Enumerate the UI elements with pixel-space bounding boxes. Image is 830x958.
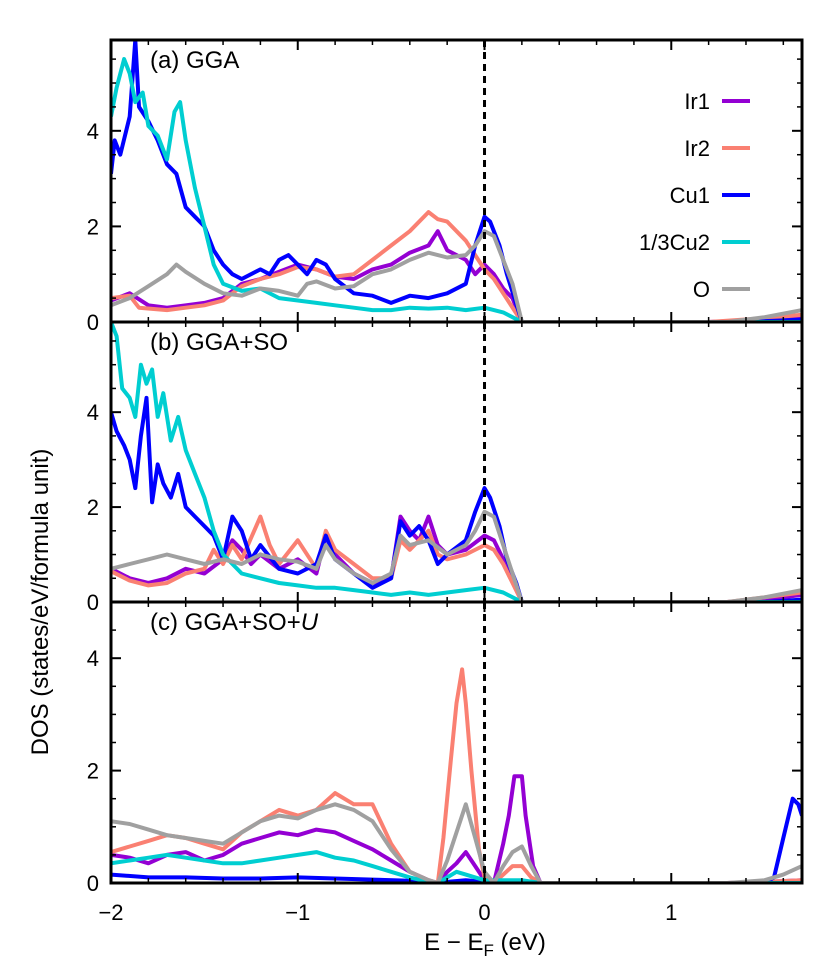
legend-label: O [693, 277, 710, 302]
panel-2-series [111, 322, 802, 602]
series-line-o [111, 802, 802, 883]
y-tick-label: 2 [87, 759, 99, 784]
series-line-1-3cu2 [111, 850, 802, 883]
series-line-ir2 [111, 667, 802, 883]
x-tick-label: 1 [665, 900, 677, 925]
series-line-ir1 [111, 229, 802, 322]
y-tick-label: 0 [87, 871, 99, 896]
x-tick-label: −2 [98, 900, 123, 925]
x-axis-title-subscript: F [483, 941, 493, 958]
panel-2 [111, 322, 802, 602]
legend-label: Cu1 [670, 183, 710, 208]
series-line-1-3cu2 [111, 322, 802, 602]
y-tick-label: 0 [87, 310, 99, 335]
panel-1-series [111, 40, 802, 322]
y-tick-label: 2 [87, 495, 99, 520]
y-axis-title: DOS (states/eV/formula unit) [27, 449, 54, 756]
legend-label: Ir1 [684, 89, 710, 114]
legend: Ir1 Ir2 Cu1 1/3Cu2 O [639, 89, 750, 302]
series-line-o [111, 229, 802, 322]
panel-label-italic: U [301, 609, 319, 636]
panel-1 [111, 40, 802, 322]
panel-label: (b) GGA+SO [150, 329, 288, 356]
panel-label-text: (c) GGA+SO+ [150, 609, 301, 636]
series-line-ir2 [111, 210, 802, 322]
series-line-cu1 [111, 40, 802, 322]
x-tick-label: −1 [285, 900, 310, 925]
frame-group: 0 2 4 (a) GGA 0 2 4 (b) GGA+SO 0 2 4 (c) GGA+SO+U −2… [87, 38, 804, 925]
x-axis-title-unit: (eV) [494, 929, 546, 956]
panel-3 [111, 602, 802, 883]
plot-frame [109, 38, 804, 885]
y-tick-label: 0 [87, 590, 99, 615]
panel-label: (c) GGA+SO+U [150, 609, 319, 636]
panel-3-series [111, 667, 802, 883]
x-axis-title-main: E − E [424, 929, 483, 956]
y-tick-label: 4 [87, 400, 99, 425]
panel-label-text: (b) GGA+SO [150, 329, 288, 356]
panels-group [111, 40, 802, 883]
series-line-o [111, 509, 802, 602]
legend-label: 1/3Cu2 [639, 230, 710, 255]
y-tick-label: 4 [87, 646, 99, 671]
y-tick-label: 2 [87, 214, 99, 239]
x-tick-label: 0 [478, 900, 490, 925]
panel-label: (a) GGA [150, 47, 239, 74]
series-line-1-3cu2 [111, 57, 802, 322]
panel-label-text: (a) GGA [150, 47, 239, 74]
x-axis-title: E − EF (eV) [424, 929, 546, 958]
series-line-cu1 [111, 395, 802, 602]
y-tick-label: 4 [87, 119, 99, 144]
legend-label: Ir2 [684, 136, 710, 161]
